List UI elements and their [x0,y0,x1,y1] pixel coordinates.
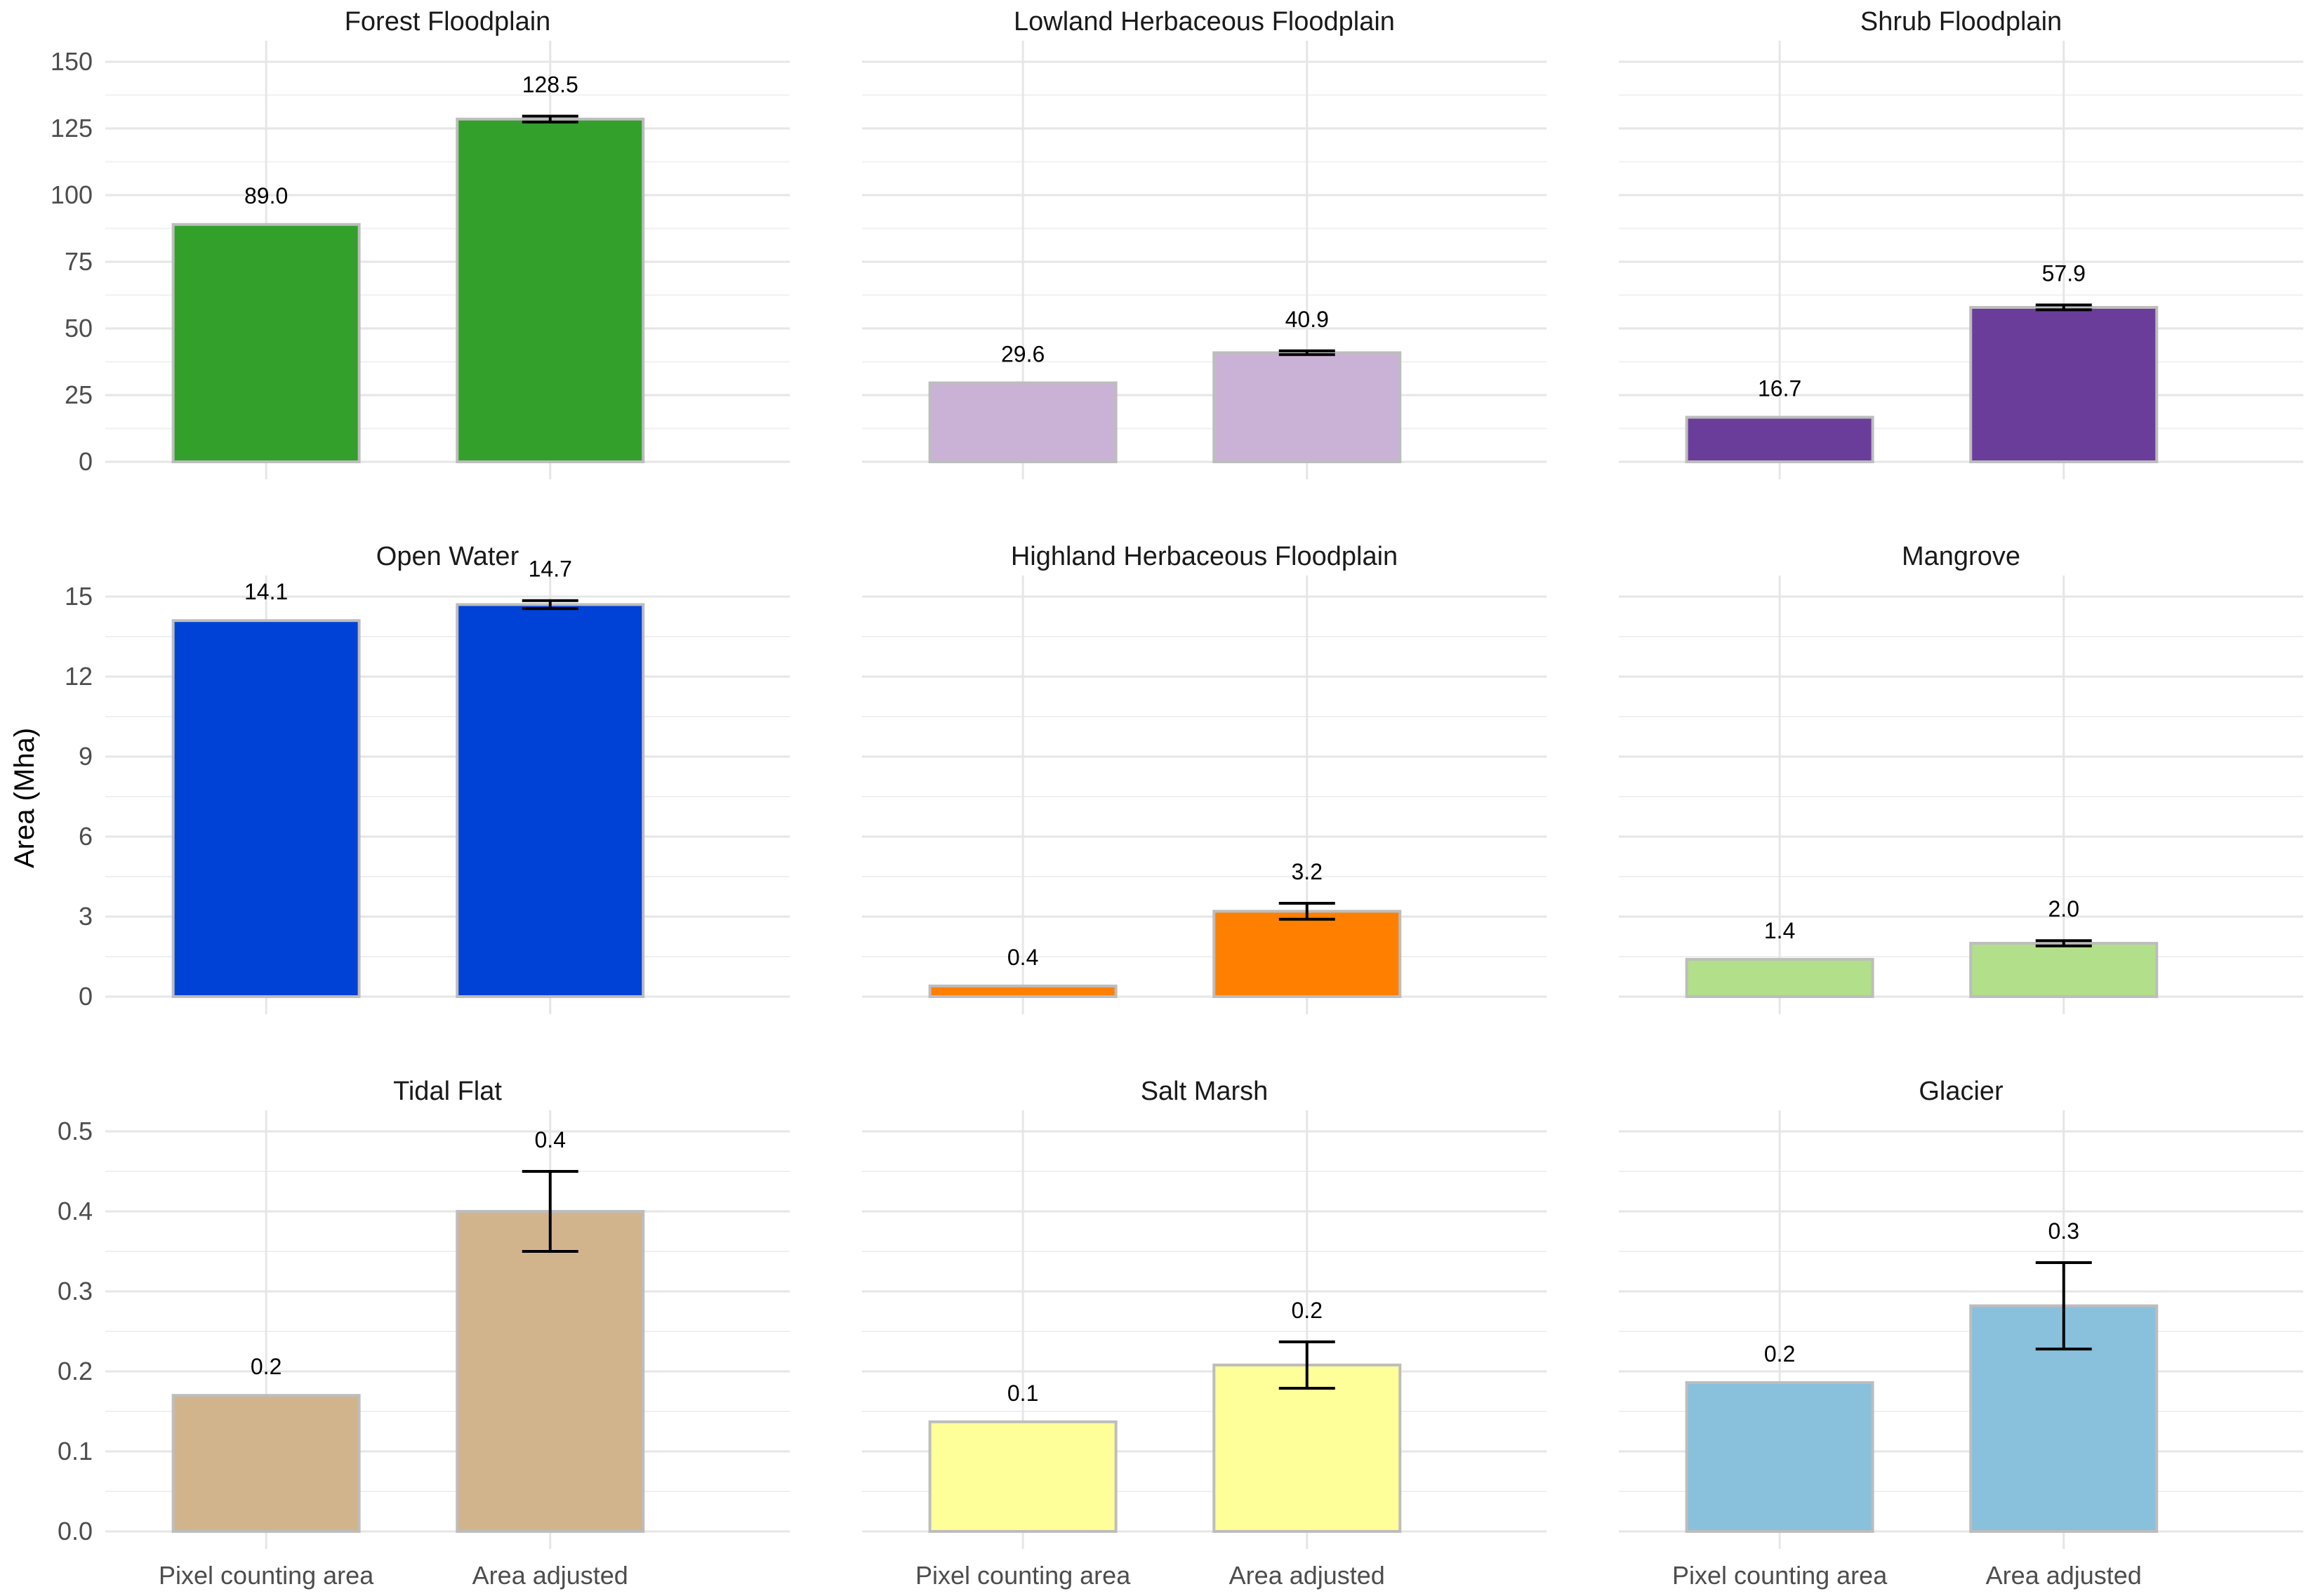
bar-lowland-herbaceous-floodplain-pixel-counting-area [928,381,1118,464]
bar-salt-marsh-pixel-counting-area [928,1420,1118,1533]
data-label-highland-herbaceous-floodplain-area-adjusted: 3.2 [1292,859,1323,884]
error-bar-mangrove [2035,939,2092,947]
y-tick-label: 0 [79,447,93,476]
error-bar-tidal-flat [522,1170,578,1253]
x-tick-label: Pixel counting area [159,1561,374,1590]
panel-tidal-flat: Tidal Flat 0.0 0.1 0.2 0.3 0.4 0.5 0.2 Pixel cou… [58,1077,790,1590]
y-tick-label: 100 [51,180,93,209]
error-bar-lowland-herbaceous-floodplain [1278,349,1335,357]
bar-tidal-flat-pixel-counting-area [171,1394,361,1533]
panel-lowland-herbaceous-floodplain: Lowland Herbaceous Floodplain 29.6 40.9 [862,7,1547,479]
y-tick-label: 125 [51,114,93,142]
panel-title-mangrove: Mangrove [1902,542,2020,571]
data-label-forest-floodplain-area-adjusted: 128.5 [522,72,578,98]
x-tick-label: Area adjusted [1986,1561,2142,1590]
panels: Forest Floodplain025507510012515089.0128… [51,7,2303,1590]
data-label-glacier-pixel-counting-area: 0.2 [1764,1341,1795,1366]
bar-open-water-area-adjusted [456,603,645,998]
error-bar-highland-herbaceous-floodplain [1278,902,1335,921]
y-tick-label: 9 [79,742,93,771]
y-tick-label: 0.0 [58,1517,93,1545]
x-tick-label: Pixel counting area [1672,1561,1888,1590]
bar-highland-herbaceous-floodplain-pixel-counting-area [928,984,1118,999]
bar-forest-floodplain-area-adjusted [456,117,645,463]
panel-shrub-floodplain: Shrub Floodplain 16.7 57.9 [1619,7,2303,479]
error-bar-forest-floodplain [522,114,578,124]
panel-mangrove: Mangrove 1.4 2.0 [1619,542,2303,1014]
y-tick-label: 50 [65,314,93,343]
y-tick-label: 0 [79,982,93,1011]
y-tick-label: 0.1 [58,1437,93,1465]
panel-salt-marsh: Salt Marsh 0.1 Pixel counting area 0.2 Area … [862,1077,1547,1590]
y-tick-label: 75 [65,247,93,276]
bar-tidal-flat-area-adjusted [456,1210,645,1533]
bar-lowland-herbaceous-floodplain-area-adjusted [1212,351,1402,463]
y-tick-label: 3 [79,902,93,931]
bar-salt-marsh-area-adjusted [1212,1363,1402,1533]
bar-shrub-floodplain-area-adjusted [1969,305,2159,464]
y-tick-label: 150 [51,47,93,76]
bar-shrub-floodplain-pixel-counting-area [1685,415,1874,463]
panel-open-water: Open Water 0 3 6 9 12 15 14.1 14.7 [65,542,790,1014]
y-tick-label: 0.4 [58,1197,93,1225]
x-tick-label: Area adjusted [472,1561,628,1590]
data-label-lowland-herbaceous-floodplain-area-adjusted: 40.9 [1285,307,1329,332]
bar-mangrove-area-adjusted [1969,942,2159,998]
data-label-mangrove-pixel-counting-area: 1.4 [1764,918,1795,943]
panel-title-salt-marsh: Salt Marsh [1141,1077,1269,1106]
error-bar-shrub-floodplain [2035,303,2092,312]
data-label-mangrove-area-adjusted: 2.0 [2048,896,2079,922]
y-tick-label: 15 [65,582,93,611]
panel-title-open-water: Open Water [376,542,519,571]
data-label-tidal-flat-area-adjusted: 0.4 [535,1127,566,1152]
data-label-shrub-floodplain-pixel-counting-area: 16.7 [1758,376,1801,401]
data-label-glacier-area-adjusted: 0.3 [2048,1218,2079,1244]
panel-highland-herbaceous-floodplain: Highland Herbaceous Floodplain 0.4 3.2 [862,542,1547,1014]
bar-highland-herbaceous-floodplain-area-adjusted [1212,910,1402,999]
y-tick-label: 0.5 [58,1117,93,1145]
error-bar-glacier [2035,1261,2092,1351]
panel-title-tidal-flat: Tidal Flat [393,1077,502,1106]
data-label-open-water-pixel-counting-area: 14.1 [244,579,288,604]
data-label-highland-herbaceous-floodplain-pixel-counting-area: 0.4 [1007,945,1038,970]
data-label-tidal-flat-pixel-counting-area: 0.2 [251,1354,282,1379]
panel-title-forest-floodplain: Forest Floodplain [345,7,551,36]
data-label-shrub-floodplain-area-adjusted: 57.9 [2042,261,2086,286]
data-label-forest-floodplain-pixel-counting-area: 89.0 [244,183,288,208]
x-tick-label: Pixel counting area [915,1561,1131,1590]
data-label-salt-marsh-area-adjusted: 0.2 [1292,1298,1323,1323]
data-label-salt-marsh-pixel-counting-area: 0.1 [1007,1381,1038,1406]
error-bar-open-water [522,599,578,611]
panel-title-highland-herbaceous-floodplain: Highland Herbaceous Floodplain [1011,542,1398,571]
bar-glacier-pixel-counting-area [1685,1381,1874,1533]
y-axis-title: Area (Mha) [9,728,40,868]
panel-title-glacier: Glacier [1919,1077,2004,1106]
error-bar-salt-marsh [1278,1340,1335,1390]
panel-forest-floodplain: Forest Floodplain 0 25 50 75 100 125 150 89.0 128… [51,7,790,479]
data-label-open-water-area-adjusted: 14.7 [529,557,572,582]
panel-title-lowland-herbaceous-floodplain: Lowland Herbaceous Floodplain [1014,7,1395,36]
y-tick-label: 0.2 [58,1357,93,1385]
y-tick-label: 0.3 [58,1277,93,1305]
bar-mangrove-pixel-counting-area [1685,957,1874,999]
x-tick-label: Area adjusted [1229,1561,1385,1590]
panel-glacier: Glacier 0.2 Pixel counting area 0.3 Area adj… [1619,1077,2303,1590]
data-label-lowland-herbaceous-floodplain-pixel-counting-area: 29.6 [1001,342,1045,367]
bar-forest-floodplain-pixel-counting-area [171,222,361,463]
y-tick-label: 12 [65,662,93,691]
panel-title-shrub-floodplain: Shrub Floodplain [1860,7,2062,36]
y-tick-label: 6 [79,822,93,851]
bar-open-water-pixel-counting-area [171,619,361,998]
y-tick-label: 25 [65,380,93,409]
